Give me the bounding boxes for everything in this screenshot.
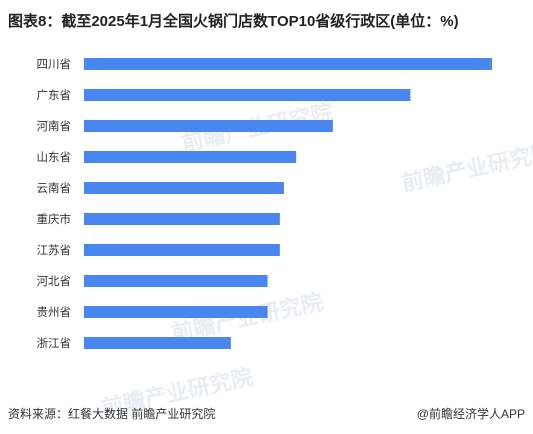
credit-note: @前瞻经济学人APP bbox=[416, 407, 525, 421]
category-label: 云南省 bbox=[37, 181, 72, 195]
bar bbox=[84, 337, 231, 349]
category-label: 河北省 bbox=[37, 275, 72, 288]
category-label: 四川省 bbox=[37, 58, 72, 71]
bar bbox=[84, 151, 297, 163]
chart-title: 图表8：截至2025年1月全国火锅门店数TOP10省级行政区(单位：%) bbox=[8, 13, 459, 30]
bar bbox=[84, 244, 280, 256]
category-label: 河南省 bbox=[37, 119, 72, 133]
bar bbox=[84, 58, 492, 70]
bar bbox=[84, 89, 411, 101]
category-label: 广东省 bbox=[37, 89, 72, 102]
bar bbox=[84, 275, 268, 287]
bar bbox=[84, 182, 284, 194]
category-label: 贵州省 bbox=[37, 306, 72, 319]
category-label: 浙江省 bbox=[37, 337, 72, 350]
bar bbox=[84, 213, 280, 225]
source-note: 资料来源：红餐大数据 前瞻产业研究院 bbox=[8, 407, 216, 421]
category-label: 重庆市 bbox=[37, 212, 72, 226]
bar bbox=[84, 120, 333, 132]
bar bbox=[84, 306, 268, 318]
category-label: 江苏省 bbox=[37, 244, 72, 257]
category-label: 山东省 bbox=[37, 151, 72, 164]
